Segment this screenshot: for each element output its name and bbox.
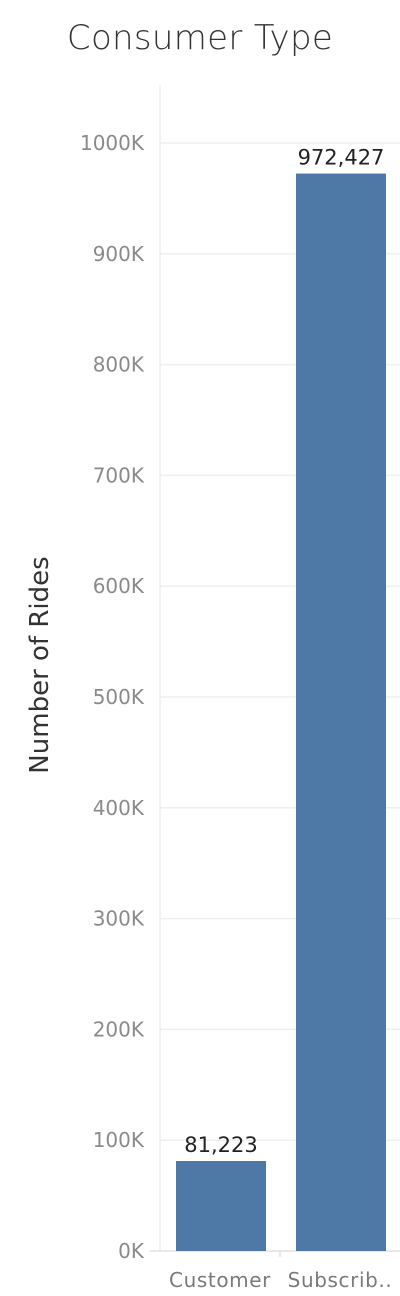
y-tick-label: 600K [93, 574, 145, 598]
y-tick-label: 1000K [80, 131, 145, 155]
y-tick-label: 0K [118, 1239, 145, 1263]
bar-value-label: 81,223 [184, 1133, 257, 1157]
y-axis-ticks: 0K 100K 200K 300K 400K 500K 600K 700K 800K 900K 10… [80, 131, 145, 1263]
y-tick-label: 200K [93, 1017, 145, 1041]
x-category-label: Customer [169, 1268, 271, 1292]
y-tick-label: 400K [93, 796, 145, 820]
bar [296, 173, 386, 1251]
y-tick-label: 300K [93, 907, 145, 931]
y-tick-label: 500K [93, 685, 145, 709]
bar [176, 1161, 266, 1251]
bars: 81,223 972,427 [176, 146, 386, 1251]
x-axis-labels: Customer Subscrib.. [169, 1268, 392, 1292]
x-category-label: Subscrib.. [288, 1268, 393, 1292]
y-tick-label: 800K [93, 353, 145, 377]
y-tick-label: 700K [93, 463, 145, 487]
y-axis-title: Number of Rides [25, 556, 55, 773]
y-tick-label: 100K [93, 1128, 145, 1152]
y-tick-label: 900K [93, 242, 145, 266]
bar-value-label: 972,427 [298, 146, 385, 170]
chart-title: Consumer Type [66, 18, 334, 58]
